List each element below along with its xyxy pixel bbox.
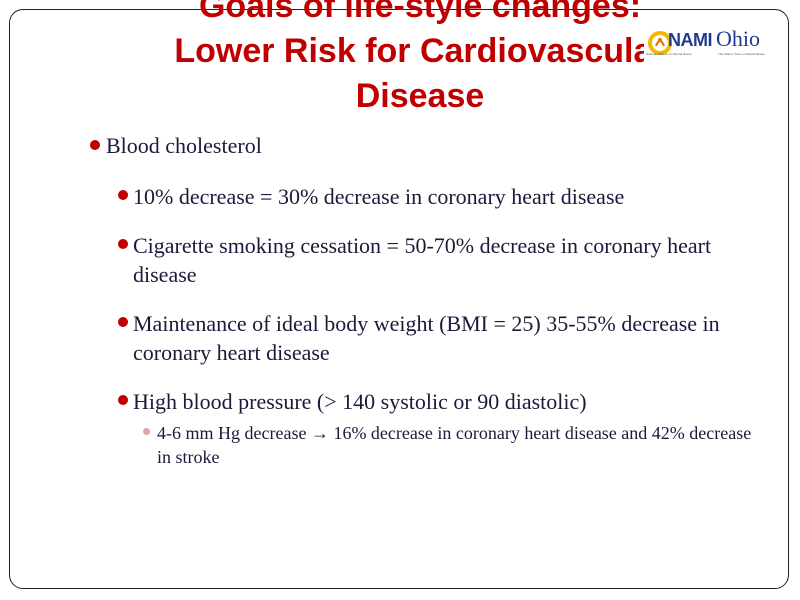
nami-ohio-logo: NAMI Ohio National Alliance on Mental Il…	[644, 24, 774, 68]
bullet-level-3: 4-6 mm Hg decrease → 16% decrease in cor…	[143, 421, 753, 469]
bullet-text: 10% decrease = 30% decrease in coronary …	[133, 184, 625, 209]
logo-tagline-left: National Alliance on Mental Illness	[646, 52, 692, 56]
bullet-level-2: 10% decrease = 30% decrease in coronary …	[118, 182, 768, 211]
sub-bullet-dot-icon	[143, 428, 150, 435]
logo-ohio-text: Ohio	[716, 26, 760, 51]
bullet-text: Cigarette smoking cessation = 50-70% dec…	[133, 233, 712, 287]
bullet-dot-icon	[118, 317, 128, 327]
slide-title: Goals of life-style changes: Lower Risk …	[40, 0, 800, 119]
title-line-3: Disease	[355, 77, 485, 115]
bullet-level-2: Maintenance of ideal body weight (BMI = …	[118, 309, 758, 367]
bullet-dot-icon	[90, 140, 100, 150]
logo-nami-text: NAMI	[668, 30, 713, 50]
bullet-level-2: High blood pressure (> 140 systolic or 9…	[118, 387, 768, 416]
bullet-dot-icon	[118, 395, 128, 405]
title-line-1: Goals of life-style changes:	[198, 0, 642, 25]
logo-tagline-right: The State's Voice on Mental Illness	[718, 52, 765, 56]
title-line-2: Lower Risk for Cardiovascular	[174, 32, 666, 70]
bullet-text: 4-6 mm Hg decrease → 16% decrease in cor…	[157, 423, 752, 467]
bullet-level-2: Cigarette smoking cessation = 50-70% dec…	[118, 231, 718, 289]
nami-badge-icon	[648, 31, 672, 55]
bullet-text: Maintenance of ideal body weight (BMI = …	[133, 311, 720, 365]
bullet-level-1: Blood cholesterol	[90, 132, 770, 160]
bullet-text: High blood pressure (> 140 systolic or 9…	[133, 389, 587, 414]
slide-frame	[9, 9, 789, 589]
bullet-dot-icon	[118, 239, 128, 249]
bullet-text: Blood cholesterol	[106, 133, 262, 158]
bullet-dot-icon	[118, 190, 128, 200]
